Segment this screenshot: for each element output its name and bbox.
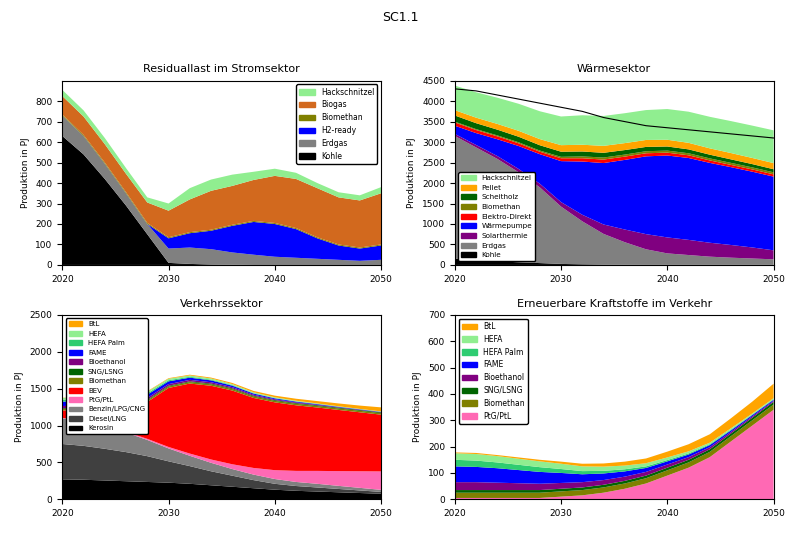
Legend: Hackschnitzel, Pellet, Scheitholz, Biomethan, Elektro-Direkt, Wärmepumpe, Solart: Hackschnitzel, Pellet, Scheitholz, Biome…	[458, 172, 535, 261]
Title: Verkehrssektor: Verkehrssektor	[180, 298, 263, 309]
Y-axis label: Produktion in PJ: Produktion in PJ	[414, 372, 422, 442]
Y-axis label: Produktion in PJ: Produktion in PJ	[21, 138, 30, 208]
Title: Residuallast im Stromsektor: Residuallast im Stromsektor	[143, 64, 300, 74]
Y-axis label: Produktion in PJ: Produktion in PJ	[407, 138, 417, 208]
Text: SC1.1: SC1.1	[382, 11, 418, 23]
Legend: BtL, HEFA, HEFA Palm, FAME, Bioethanol, SNG/LSNG, Biomethan, PtG/PtL: BtL, HEFA, HEFA Palm, FAME, Bioethanol, …	[458, 319, 528, 424]
Legend: Hackschnitzel, Biogas, Biomethan, H2-ready, Erdgas, Kohle: Hackschnitzel, Biogas, Biomethan, H2-rea…	[296, 84, 378, 164]
Title: Wärmesektor: Wärmesektor	[577, 64, 651, 74]
Y-axis label: Produktion in PJ: Produktion in PJ	[15, 372, 24, 442]
Legend: BtL, HEFA, HEFA Palm, FAME, Bioethanol, SNG/LSNG, Biomethan, BEV, PtG/PtL, Benzi: BtL, HEFA, HEFA Palm, FAME, Bioethanol, …	[66, 318, 148, 434]
Title: Erneuerbare Kraftstoffe im Verkehr: Erneuerbare Kraftstoffe im Verkehr	[517, 298, 712, 309]
